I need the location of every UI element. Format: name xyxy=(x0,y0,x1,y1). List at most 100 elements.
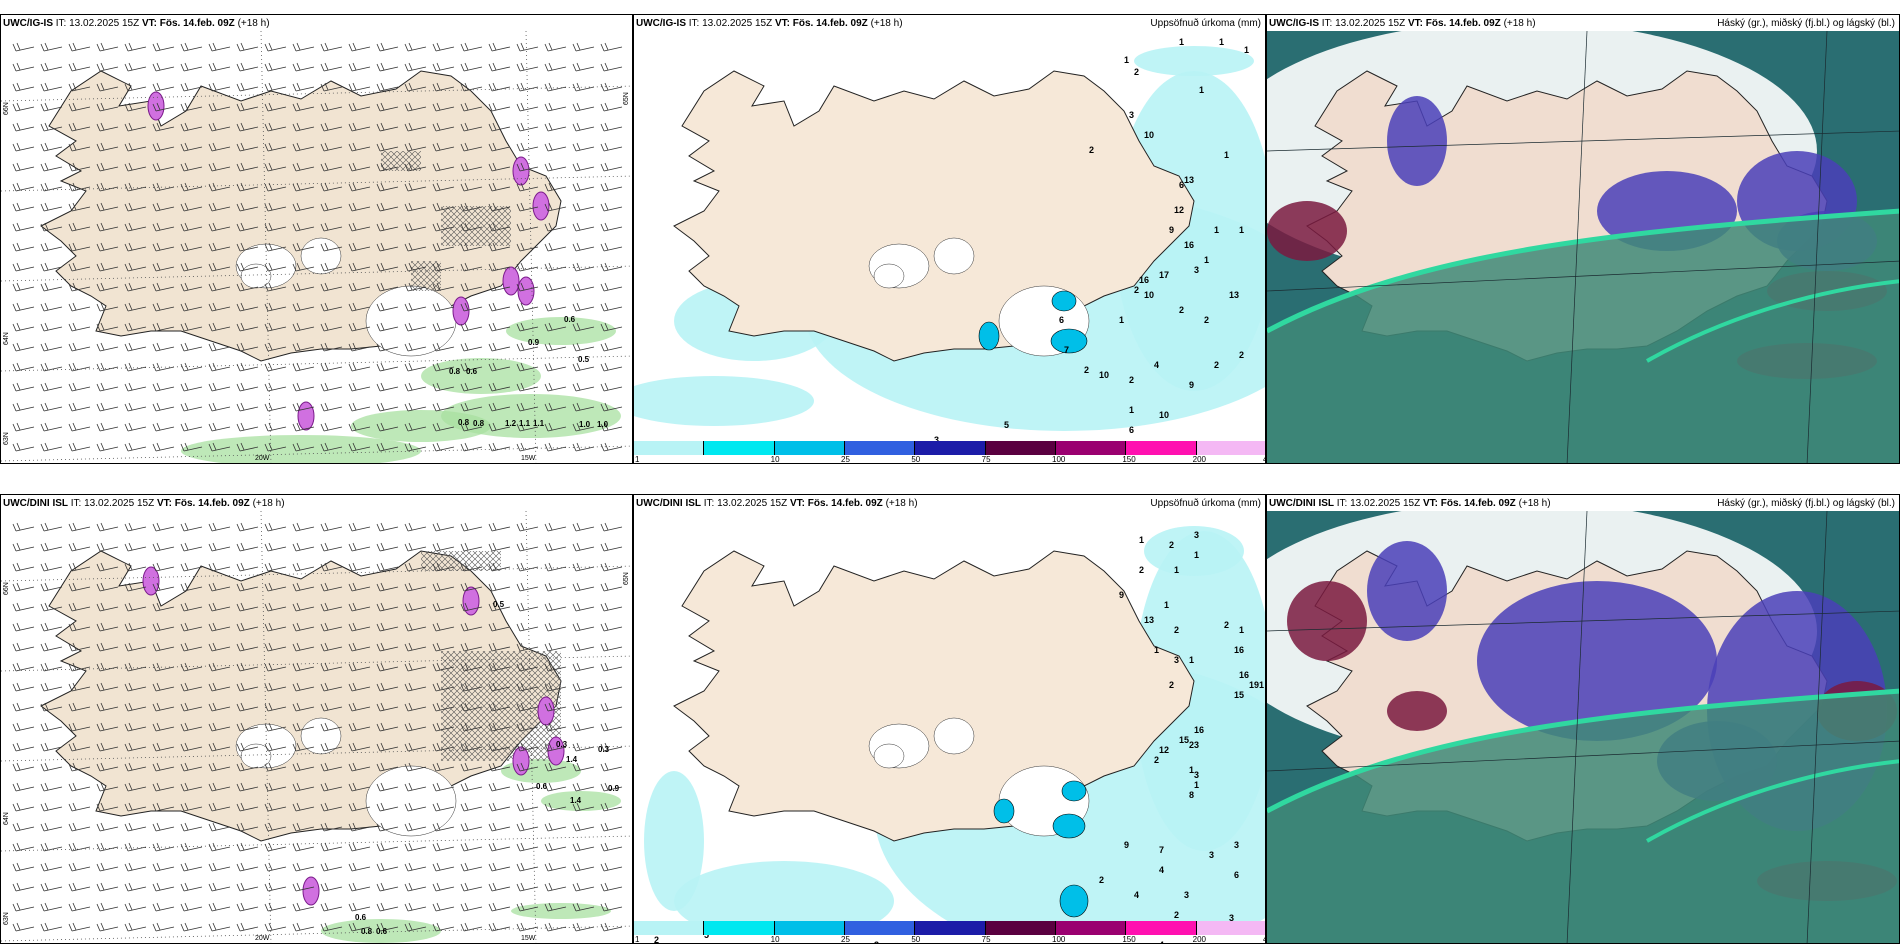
wind-barb xyxy=(12,842,35,852)
wind-barb xyxy=(572,822,595,832)
wind-barb xyxy=(264,262,287,272)
precip-value: 23 xyxy=(1189,740,1200,750)
wind-barb xyxy=(96,542,119,552)
graticule xyxy=(1806,511,1828,943)
wind-barb xyxy=(600,162,623,172)
precip-shading xyxy=(541,791,621,811)
wind-barb xyxy=(516,162,539,172)
wind-barb xyxy=(404,622,427,632)
wind-barb xyxy=(152,362,175,372)
wind-barb xyxy=(432,222,455,232)
wind-barb xyxy=(96,762,119,772)
wind-barb xyxy=(320,302,343,312)
wind-barb xyxy=(460,582,483,592)
precip-value: 3 xyxy=(1129,110,1135,120)
wind-barb xyxy=(96,722,119,732)
wind-barb xyxy=(68,802,91,812)
wind-barb xyxy=(516,402,539,412)
wind-barb xyxy=(264,642,287,652)
wind-barb xyxy=(600,202,623,212)
wind-barb xyxy=(208,262,231,272)
wind-barb xyxy=(516,82,539,92)
wind-barb xyxy=(488,42,511,52)
wind-barb xyxy=(544,122,567,132)
precip-value: 3 xyxy=(934,435,940,445)
wind-barb xyxy=(208,902,231,912)
wind-barb xyxy=(264,602,287,612)
precip-value: 2 xyxy=(1084,365,1090,375)
wind-barb xyxy=(124,642,147,652)
wind-barb xyxy=(68,622,91,632)
wind-barb xyxy=(516,322,539,332)
precip-value: 2 xyxy=(1239,350,1245,360)
graticule xyxy=(1267,130,1899,152)
wind-barb xyxy=(376,862,399,872)
wind-barb xyxy=(572,402,595,412)
wind-barb xyxy=(124,622,147,632)
wind-barb xyxy=(460,422,483,432)
wind-barb xyxy=(460,222,483,232)
wind-barb xyxy=(320,622,343,632)
graticule xyxy=(1,265,632,282)
colorbar-swatch xyxy=(704,441,775,455)
wind-barb xyxy=(12,902,35,912)
wind-barb xyxy=(404,602,427,612)
wind-barb xyxy=(320,262,343,272)
wind-barb xyxy=(264,822,287,832)
wind-barb xyxy=(404,782,427,792)
wind-barb xyxy=(292,822,315,832)
wind-barb xyxy=(40,282,63,292)
lat-label: 66N xyxy=(3,102,10,115)
precip-value: 1 xyxy=(1154,645,1160,655)
wind-barb xyxy=(460,562,483,572)
wind-barb xyxy=(600,122,623,132)
wind-barb xyxy=(180,762,203,772)
wind-barb xyxy=(292,282,315,292)
wind-barb xyxy=(264,122,287,132)
colorbar-swatch xyxy=(845,441,916,455)
wind-value: 1.4 xyxy=(566,755,578,764)
wind-barb xyxy=(180,782,203,792)
wind-barb xyxy=(152,542,175,552)
wind-barb xyxy=(12,882,35,892)
cloud-edge xyxy=(1646,759,1899,843)
wind-barb xyxy=(264,322,287,332)
wind-barb xyxy=(208,122,231,132)
wind-barb xyxy=(320,82,343,92)
wind-barb xyxy=(236,102,259,112)
wind-barb xyxy=(488,882,511,892)
wind-barb xyxy=(516,302,539,312)
colorbar-tick: 100 xyxy=(1052,455,1066,464)
wind-barb xyxy=(432,42,455,52)
precip-value: 1 xyxy=(1224,150,1230,160)
wind-barb xyxy=(600,542,623,552)
cloud-edge xyxy=(1267,208,1899,334)
wind-barb xyxy=(236,522,259,532)
precip-value: 1 xyxy=(1139,535,1145,545)
colorbar-swatch xyxy=(985,921,1056,935)
lon-label: 20W xyxy=(255,935,270,942)
wind-barb xyxy=(544,782,567,792)
precip-value: 2 xyxy=(1174,625,1180,635)
wind-barb xyxy=(180,522,203,532)
wind-barb xyxy=(68,422,91,432)
wind-barb xyxy=(292,682,315,692)
wind-barb xyxy=(152,602,175,612)
wind-barb xyxy=(544,822,567,832)
wind-barb xyxy=(516,762,539,772)
wind-barb xyxy=(96,822,119,832)
wind-barb xyxy=(68,42,91,52)
wind-barb xyxy=(544,562,567,572)
wind-barb xyxy=(572,722,595,732)
wind-barb xyxy=(236,302,259,312)
colorbar-tick: 50 xyxy=(911,935,921,944)
iceland-land xyxy=(40,550,562,842)
wind-barb xyxy=(152,722,175,732)
panel-subtitle: Háský (gr.), miðský (fj.bl.) og lágský (… xyxy=(1717,498,1895,509)
precip-value: 2 xyxy=(1179,305,1185,315)
wind-barb xyxy=(600,742,623,752)
graticule xyxy=(1,445,632,462)
wind-barb xyxy=(600,282,623,292)
precip-value: 13 xyxy=(1229,290,1240,300)
wind-value: 0.8 xyxy=(361,927,373,936)
